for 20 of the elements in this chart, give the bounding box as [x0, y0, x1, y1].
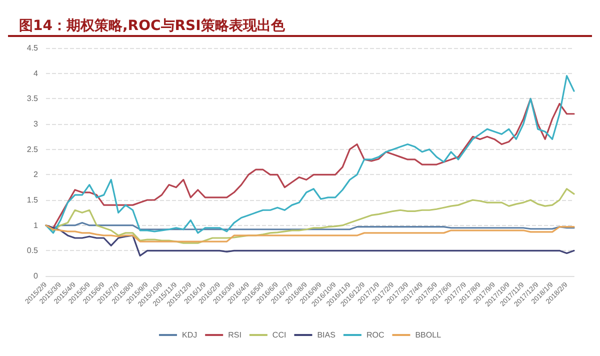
chart-title: 图14：期权策略,ROC与RSI策略表现出色 — [19, 18, 286, 34]
y-tick-label: 4.5 — [26, 44, 39, 52]
legend-label: BBOLL — [415, 330, 442, 340]
y-tick-label: 3.5 — [26, 94, 39, 104]
line-series — [45, 75, 575, 234]
y-tick-label: 4 — [34, 68, 39, 78]
y-tick-label: 0 — [34, 272, 39, 280]
legend-label: KDJ — [182, 330, 198, 340]
legend-label: ROC — [366, 330, 384, 340]
y-tick-label: 1 — [34, 220, 39, 230]
line-series — [45, 224, 575, 242]
legend-label: BIAS — [317, 330, 336, 340]
y-tick-label: 0.5 — [26, 246, 39, 256]
y-tick-label: 3 — [34, 120, 39, 128]
y-tick-label: 1.5 — [26, 196, 39, 204]
legend-label: CCI — [272, 330, 286, 340]
line-series — [45, 224, 575, 257]
legend-label: RSI — [228, 330, 242, 340]
y-tick-label: 2.5 — [26, 144, 39, 154]
y-tick-label: 2 — [34, 170, 39, 180]
